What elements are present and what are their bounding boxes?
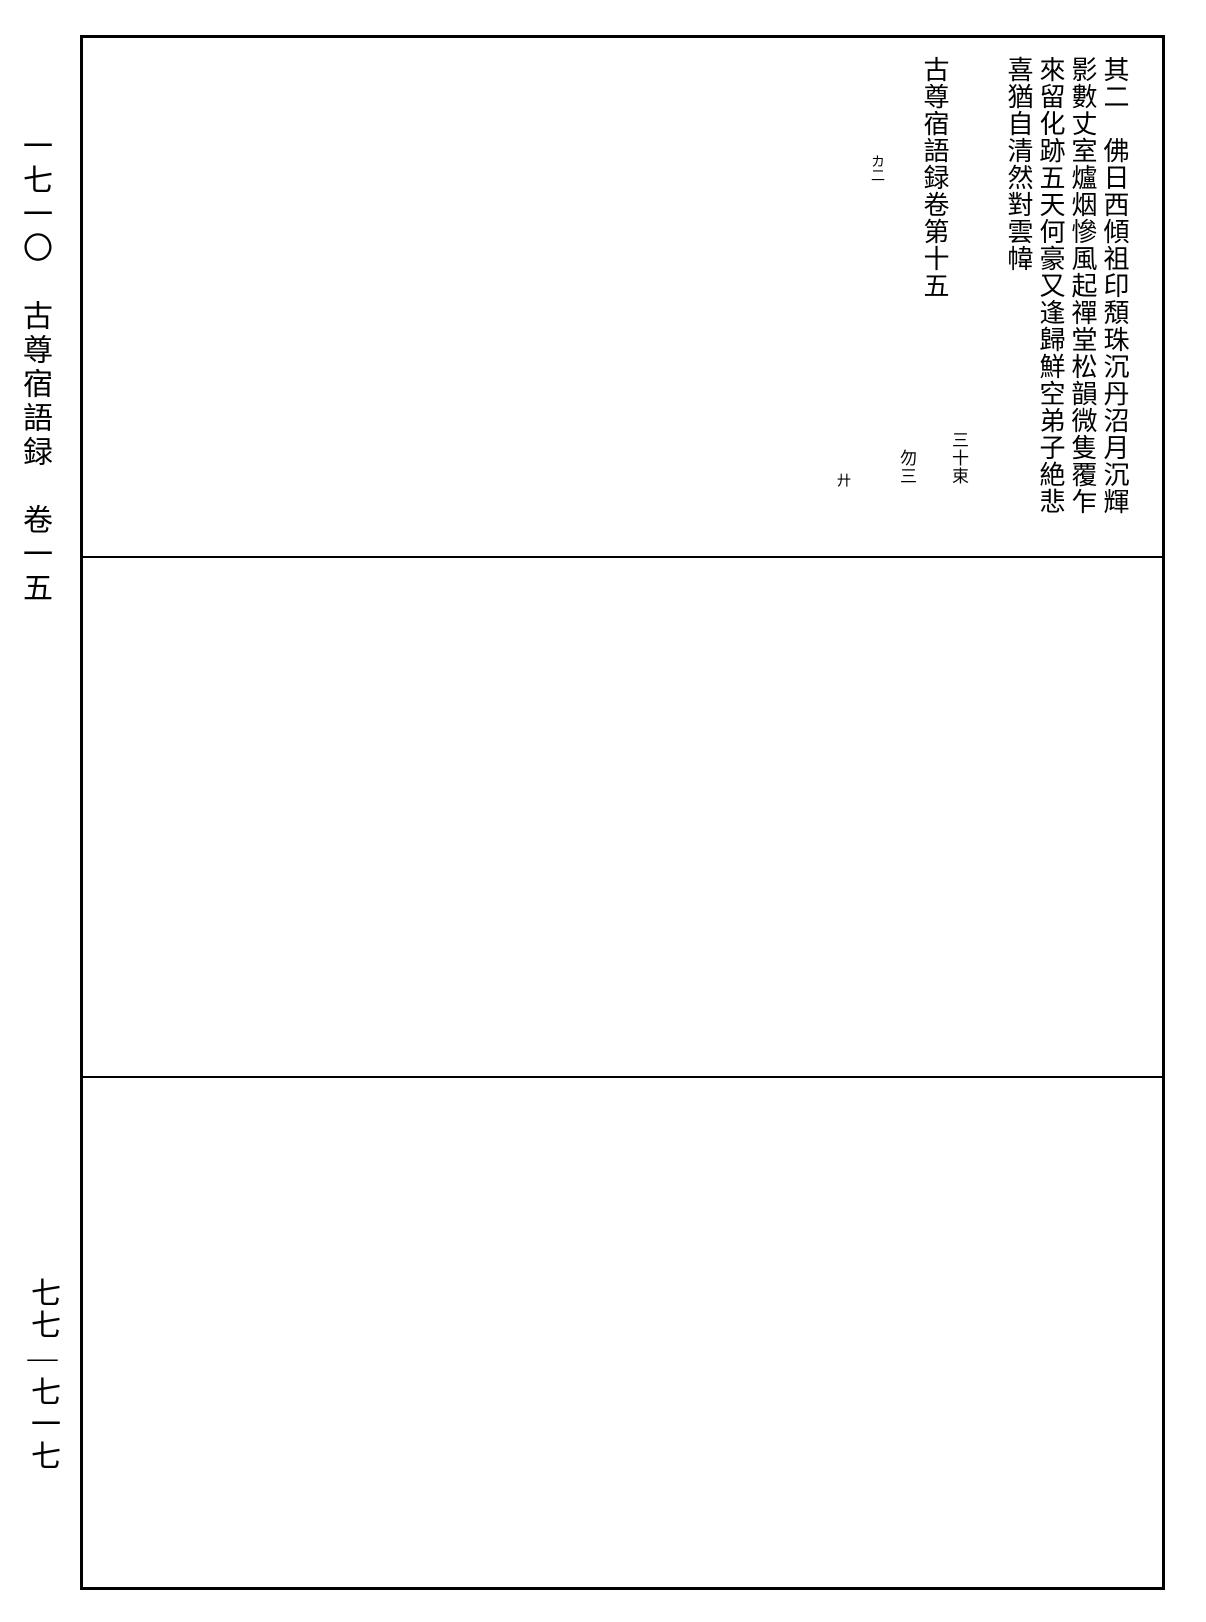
column-gap — [969, 56, 999, 515]
text-column: 古尊宿語録卷第十五 — [917, 56, 947, 515]
panel-bottom — [83, 1078, 1162, 1591]
panel-top: 其二 佛日西傾祖印頽珠沉丹沼月沉輝 影數丈室爐烟慘風起禪堂松韻微隻覆乍 來留化跡… — [83, 38, 1162, 558]
text-column: 其二 佛日西傾祖印頽珠沉丹沼月沉輝 — [1097, 56, 1127, 515]
small-annotation: 三十束 — [949, 431, 967, 485]
margin-header: 一七一〇 古尊宿語録 卷一五 — [12, 130, 56, 606]
text-column: 來留化跡五天何豪又逢歸鮮空弟子絶悲 — [1033, 56, 1063, 515]
text-column: 喜猶自清然對雲幃 — [1001, 56, 1031, 515]
small-mark: 廾 — [832, 473, 852, 487]
panel-middle — [83, 558, 1162, 1078]
small-dots: カ二 — [866, 154, 886, 182]
margin-footer: 七七—七一七 — [20, 1277, 64, 1472]
margin-header-text: 一七一〇 古尊宿語録 卷一五 — [18, 130, 51, 606]
main-frame: 其二 佛日西傾祖印頽珠沉丹沼月沉輝 影數丈室爐烟慘風起禪堂松韻微隻覆乍 來留化跡… — [80, 35, 1165, 1590]
small-annotation: 勿三 — [897, 449, 915, 485]
text-column: 影數丈室爐烟慘風起禪堂松韻微隻覆乍 — [1065, 56, 1095, 515]
margin-footer-text: 七七—七一七 — [26, 1277, 59, 1472]
left-margin: 一七一〇 古尊宿語録 卷一五 七七—七一七 — [12, 0, 62, 1622]
text-block: 其二 佛日西傾祖印頽珠沉丹沼月沉輝 影數丈室爐烟慘風起禪堂松韻微隻覆乍 來留化跡… — [897, 56, 1127, 515]
